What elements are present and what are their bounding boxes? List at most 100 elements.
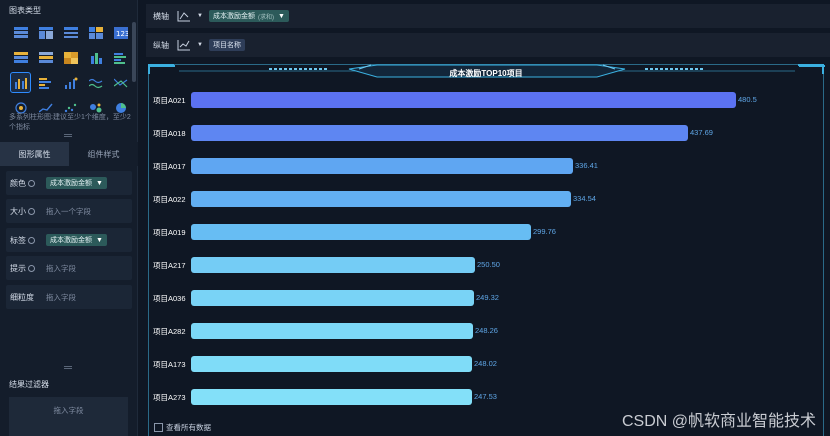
- bar[interactable]: [191, 323, 473, 339]
- chart-type-title: 图表类型: [9, 6, 41, 15]
- bar[interactable]: [191, 125, 688, 141]
- chart-frame: 成本激励TOP10项目 项目A021 480.5 项目A018 437.69 项目A01…: [148, 64, 825, 436]
- chart-type-summary-table-icon[interactable]: [36, 48, 55, 67]
- prop-size[interactable]: 大小 拖入一个字段: [6, 199, 132, 223]
- chart-type-multi-bar-icon[interactable]: [36, 73, 55, 92]
- x-axis-field-name: 成本激励金额: [212, 13, 255, 20]
- color-field-chip[interactable]: 成本激励金额 ▼: [46, 177, 107, 189]
- x-axis-field-chip[interactable]: 成本激励金额 (求和) ▼: [208, 10, 289, 22]
- x-axis-type-icon[interactable]: [177, 9, 197, 23]
- x-axis-label: 横轴: [153, 11, 169, 21]
- bar[interactable]: [191, 224, 531, 240]
- prop-color[interactable]: 颜色 成本激励金额 ▼: [6, 171, 132, 195]
- y-axis-field-chip[interactable]: 项目名称: [208, 39, 245, 51]
- bar-row: 项目A021 480.5: [149, 92, 825, 108]
- bar-value-label: 248.02: [474, 359, 497, 368]
- bar-row: 项目A217 250.50: [149, 257, 825, 273]
- chart-type-detail-table-icon[interactable]: [11, 48, 30, 67]
- bar[interactable]: [191, 158, 573, 174]
- filter-icon[interactable]: ▼: [96, 179, 103, 187]
- bar-row: 项目A019 299.76: [149, 224, 825, 240]
- result-filter-dropzone[interactable]: 拖入字段: [9, 397, 128, 436]
- chart-type-trend-line-icon[interactable]: [36, 98, 55, 117]
- panel-resize-handle[interactable]: [64, 134, 72, 137]
- chart-type-scatter-icon[interactable]: [61, 98, 80, 117]
- settings-icon[interactable]: [28, 207, 35, 215]
- result-filter-placeholder: 拖入字段: [53, 406, 84, 415]
- bar[interactable]: [191, 389, 472, 405]
- panel-resize-handle[interactable]: [64, 366, 72, 369]
- bar-value-label: 437.69: [690, 128, 713, 137]
- chevron-down-icon[interactable]: ▼: [197, 42, 203, 48]
- bar[interactable]: [191, 290, 474, 306]
- bar[interactable]: [191, 191, 571, 207]
- show-all-data-option[interactable]: 查看所有数据: [154, 422, 211, 433]
- chart-type-grouped-bar-icon[interactable]: [111, 48, 130, 67]
- chart-type-kpi-icon[interactable]: 123: [111, 23, 130, 42]
- bar-category-label: 项目A273: [153, 393, 186, 402]
- bar-category-label: 项目A022: [153, 195, 186, 204]
- prop-tooltip[interactable]: 提示 拖入字段: [6, 256, 132, 280]
- chart-type-stacked-column-icon[interactable]: [86, 48, 105, 67]
- tab-component-style[interactable]: 组件样式: [69, 142, 138, 166]
- bar-category-label: 项目A282: [153, 327, 186, 336]
- result-filter-title: 结果过滤器: [9, 380, 49, 389]
- bar-row: 项目A022 334.54: [149, 191, 825, 207]
- chart-type-crossed-line-icon[interactable]: [111, 73, 130, 92]
- color-field-name: 成本激励金额: [50, 180, 92, 187]
- filter-icon[interactable]: ▼: [96, 236, 103, 244]
- chevron-down-icon[interactable]: ▼: [197, 13, 203, 19]
- bar-value-label: 480.5: [738, 95, 757, 104]
- frame-corner: [798, 64, 824, 74]
- settings-icon[interactable]: [28, 179, 35, 187]
- chart-type-scrollbar[interactable]: [132, 22, 136, 82]
- size-drop-placeholder: 拖入一个字段: [46, 206, 91, 216]
- prop-label[interactable]: 标签 成本激励金额 ▼: [6, 228, 132, 252]
- y-axis-type-icon[interactable]: [177, 38, 197, 52]
- left-panel: 图表类型 123 多系列柱形图:建议至少1个维度，至少2个指标 图形属性 组件样…: [0, 0, 138, 436]
- chart-type-wave-line-icon[interactable]: [86, 73, 105, 92]
- chart-type-crosstab-icon[interactable]: [36, 23, 55, 42]
- chart-title: 成本激励TOP10项目: [449, 69, 523, 78]
- filter-icon[interactable]: ▼: [277, 12, 285, 20]
- chart-type-bubble-icon[interactable]: [86, 98, 105, 117]
- bar-category-label: 项目A036: [153, 294, 186, 303]
- show-all-checkbox[interactable]: [154, 423, 163, 432]
- tab-graphic-properties[interactable]: 图形属性: [0, 142, 69, 166]
- property-tabs: 图形属性 组件样式: [0, 142, 138, 166]
- chart-type-hint: 多系列柱形图:建议至少1个维度，至少2个指标: [9, 114, 131, 131]
- prop-size-label: 大小: [10, 206, 26, 216]
- chart-type-pie-icon[interactable]: [111, 98, 130, 117]
- show-all-label: 查看所有数据: [166, 423, 211, 432]
- bar-category-label: 项目A021: [153, 96, 186, 105]
- prop-granularity-label: 细粒度: [10, 292, 34, 302]
- bar-category-label: 项目A217: [153, 261, 186, 270]
- bar-value-label: 299.76: [533, 227, 556, 236]
- settings-icon[interactable]: [28, 236, 35, 244]
- chart-type-table-icon[interactable]: [11, 23, 30, 42]
- prop-tooltip-label: 提示: [10, 263, 26, 273]
- bar-value-label: 334.54: [573, 194, 596, 203]
- bar-category-label: 项目A018: [153, 129, 186, 138]
- svg-text:123: 123: [116, 30, 128, 38]
- bar-category-label: 项目A017: [153, 162, 186, 171]
- bar[interactable]: [191, 257, 475, 273]
- chart-type-area-column-icon[interactable]: [61, 73, 80, 92]
- chart-type-heatmap-icon[interactable]: [61, 48, 80, 67]
- prop-label-label: 标签: [10, 235, 26, 245]
- bar[interactable]: [191, 92, 736, 108]
- bar-row: 项目A173 248.02: [149, 356, 825, 372]
- bar-value-label: 247.53: [474, 392, 497, 401]
- bar-category-label: 项目A019: [153, 228, 186, 237]
- chart-type-multi-column-icon[interactable]: [10, 72, 31, 93]
- chart-type-grouped-table-icon[interactable]: [86, 23, 105, 42]
- chart-type-list-icon[interactable]: [61, 23, 80, 42]
- label-field-chip[interactable]: 成本激励金额 ▼: [46, 234, 107, 246]
- chart-type-radar-icon[interactable]: [11, 98, 30, 117]
- prop-granularity[interactable]: 细粒度 拖入字段: [6, 285, 132, 309]
- settings-icon[interactable]: [28, 264, 35, 272]
- bar-row: 项目A017 336.41: [149, 158, 825, 174]
- y-axis-label: 纵轴: [153, 40, 169, 50]
- bar[interactable]: [191, 356, 472, 372]
- chart-header-decoration: [149, 64, 825, 78]
